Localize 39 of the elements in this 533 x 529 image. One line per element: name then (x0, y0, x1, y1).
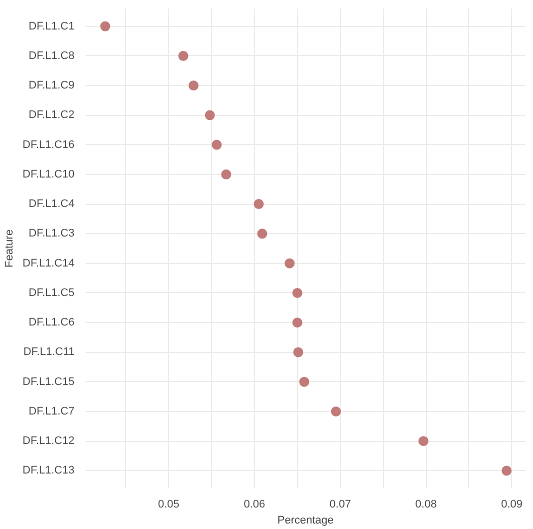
y-tick-label: DF.L1.C8 (28, 50, 75, 62)
x-tick-label: 0.08 (415, 498, 437, 510)
y-tick-label: DF.L1.C13 (22, 464, 75, 477)
y-tick-label: DF.L1.C12 (22, 435, 75, 448)
point (330, 406, 341, 416)
point (292, 318, 302, 328)
y-tick-label: DF.L1.C14 (22, 257, 75, 270)
x-tick-label: 0.06 (244, 498, 266, 510)
point (292, 288, 302, 298)
y-tick-label: DF.L1.C9 (28, 80, 75, 92)
point (284, 258, 295, 268)
point (204, 110, 215, 120)
point (257, 228, 268, 239)
x-axis-title: Percentage (277, 514, 334, 526)
point (221, 169, 232, 180)
point (188, 80, 199, 91)
point (293, 347, 304, 358)
point (100, 21, 110, 32)
y-tick-label: DF.L1.C6 (28, 316, 75, 329)
point (178, 50, 188, 61)
y-tick-label: DF.L1.C3 (28, 228, 75, 240)
point (254, 199, 264, 210)
y-tick-label: DF.L1.C15 (22, 376, 75, 388)
y-tick-label: DF.L1.C16 (22, 138, 75, 151)
x-tick-label: 0.09 (501, 498, 522, 510)
y-tick-label: DF.L1.C2 (28, 109, 75, 122)
y-tick-label: DF.L1.C10 (22, 168, 75, 180)
y-tick-label: DF.L1.C7 (28, 405, 75, 418)
y-tick-label: DF.L1.C1 (28, 20, 75, 32)
x-tick-label: 0.07 (330, 498, 351, 510)
y-tick-label: DF.L1.C11 (23, 346, 74, 358)
point (212, 140, 222, 150)
point (299, 376, 310, 387)
point (418, 436, 428, 446)
y-tick-label: DF.L1.C5 (28, 286, 75, 299)
y-tick-label: DF.L1.C4 (28, 198, 75, 210)
x-tick-label: 0.05 (158, 498, 180, 510)
point (502, 466, 512, 476)
y-axis-title: Feature (4, 230, 16, 268)
